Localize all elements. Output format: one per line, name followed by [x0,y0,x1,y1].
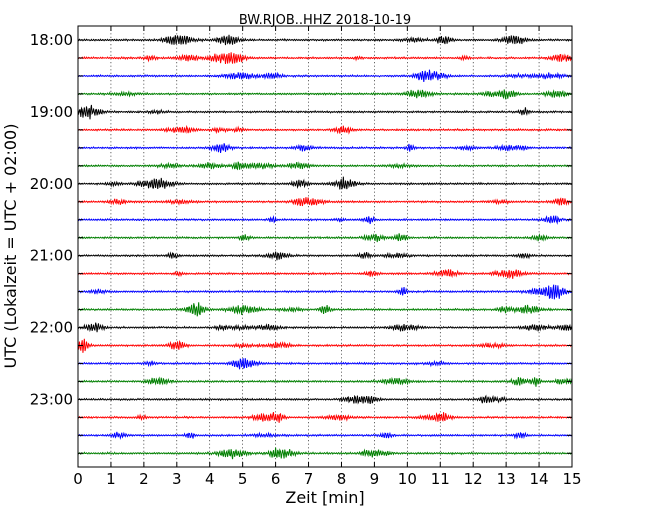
x-tick-label: 12 [464,470,483,488]
trace-line [77,412,573,423]
y-tick-label: 18:00 [30,31,73,49]
x-tick-label: 10 [398,470,417,488]
trace-line [77,89,573,100]
x-tick-label: 9 [370,470,380,488]
x-tick-label: 8 [337,470,347,488]
trace-line [77,269,573,280]
y-tick-label: 20:00 [30,175,73,193]
x-tick-label: 13 [497,470,516,488]
trace-line [77,69,573,83]
y-tick-label: 23:00 [30,390,73,408]
plot-frame [77,25,573,468]
trace-line [77,338,573,353]
y-tick-label: 22:00 [30,319,73,337]
seismogram-traces [77,34,573,460]
trace-line [77,302,573,317]
trace-line [77,176,573,190]
trace-line [77,251,573,261]
axis-ticks: 0 1 2 3 4 5 6 7 8 9 10 11 12 13 14 1518:0019:0020:0021:… [30,26,582,488]
trace-line [77,431,573,440]
trace-line [77,394,573,405]
x-tick-label: 3 [172,470,182,488]
x-tick-label: 6 [271,470,281,488]
trace-line [77,233,573,243]
x-tick-label: 7 [304,470,314,488]
x-tick-label: 1 [106,470,116,488]
trace-line [77,161,573,171]
trace-line [77,358,573,370]
x-tick-label: 2 [139,470,149,488]
trace-line [77,322,573,333]
x-tick-label: 11 [431,470,450,488]
trace-line [77,284,573,300]
grid-lines [110,26,540,467]
x-tick-label: 4 [205,470,215,488]
trace-line [77,214,573,225]
y-axis-label: UTC (Lokalzeit = UTC + 02:00) [1,124,20,369]
trace-line [77,197,573,207]
x-tick-label: 0 [73,470,83,488]
trace-line [77,52,573,65]
y-tick-label: 19:00 [30,103,73,121]
trace-line [77,124,573,135]
trace-line [77,143,573,154]
trace-line [77,34,573,46]
x-axis-label: Zeit [min] [285,488,364,507]
y-tick-label: 21:00 [30,247,73,265]
x-tick-label: 14 [530,470,549,488]
chart-title: BW.RJOB..HHZ 2018-10-19 [239,13,411,28]
trace-line [77,376,573,387]
trace-line [77,104,573,120]
x-tick-label: 15 [562,470,581,488]
trace-line [77,447,573,460]
x-tick-label: 5 [238,470,248,488]
